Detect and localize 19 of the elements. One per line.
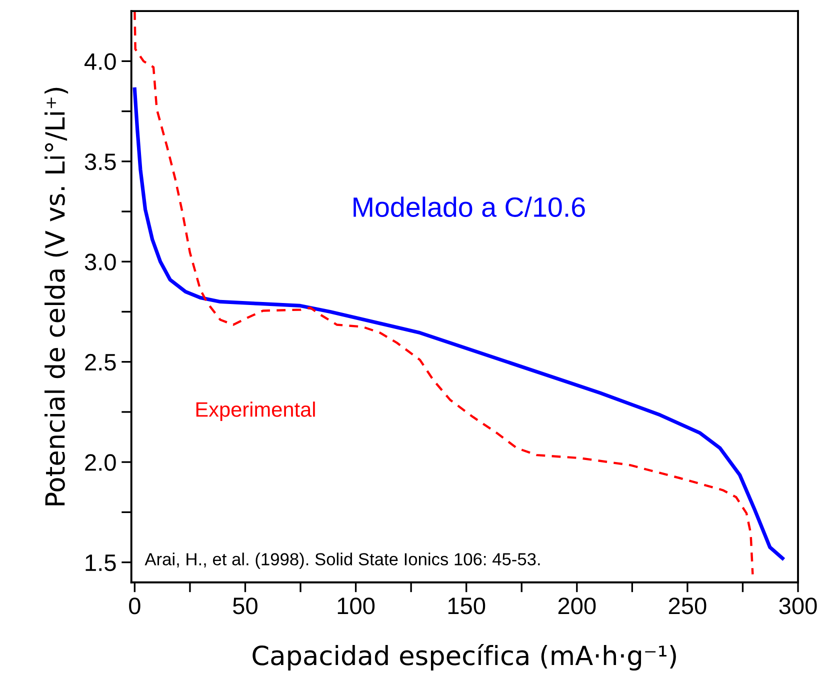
- text: 4.0: [84, 53, 116, 70]
- x-tick-label: 50: [233, 598, 258, 614]
- x-tick-label: 0: [129, 598, 140, 614]
- x-tick-label: 150: [448, 598, 486, 614]
- x-tick-label: 100: [338, 598, 375, 614]
- text: 3.0: [84, 254, 116, 270]
- text: Experimental: [196, 402, 315, 421]
- y-axis-title: Potencial de celda (V vs. Li°/Li⁺): [44, 88, 68, 506]
- y-tick-label: 3.5: [84, 153, 116, 170]
- y-tick-label: 2.5: [85, 354, 116, 371]
- x-tick-label: 200: [558, 598, 596, 614]
- text: Modelado a C/10.6: [354, 196, 585, 217]
- x-axis-title: Capacidad específica (mA·h·g⁻¹): [252, 644, 676, 671]
- x-tick-label: 250: [668, 598, 706, 614]
- text: 2.0: [85, 454, 116, 471]
- line-series: [134, 11, 754, 576]
- y-tick-label: 1.5: [86, 554, 116, 572]
- x-tick-label: 300: [779, 598, 817, 614]
- annotation: Arai, H., et al. (1998). Solid State Ionics 106: 45-53.: [144, 552, 540, 569]
